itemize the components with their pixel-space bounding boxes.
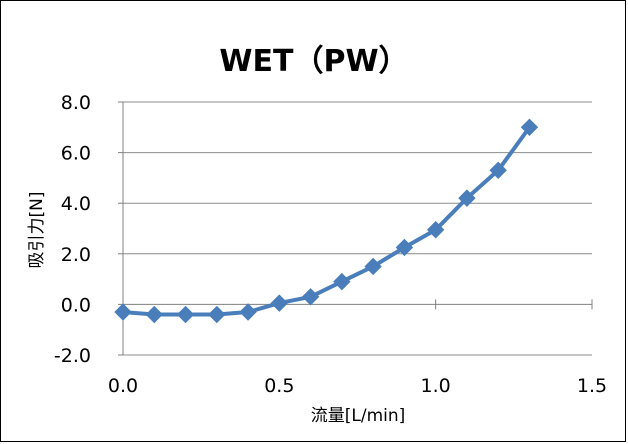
y-tick-label: 6.0 (61, 143, 91, 165)
gridlines (123, 101, 592, 356)
data-point-marker (333, 272, 351, 291)
data-point-marker (145, 305, 163, 324)
series-line (121, 125, 532, 317)
data-point-marker (208, 305, 226, 324)
data-point-marker (176, 305, 195, 324)
data-point-marker (301, 288, 320, 306)
data-point-marker (520, 118, 539, 137)
data-point-marker (364, 257, 382, 276)
y-tick-label: 8.0 (61, 92, 91, 114)
series-layer (114, 118, 539, 324)
x-tick-label: 1.5 (577, 375, 607, 397)
x-tick-label: 1.0 (421, 375, 451, 397)
data-point-marker (458, 189, 476, 207)
data-point-marker (426, 221, 445, 239)
data-point-marker (239, 303, 257, 321)
x-tick-label: 0.5 (264, 375, 294, 397)
x-axis-label: 流量[L/min] (311, 406, 406, 426)
tick-labels: -2.0 0.0 2.0 4.0 6.0 8.0 0.0 0.5 1.0 1.5 (54, 92, 607, 397)
y-axis-label: 吸引力[N] (27, 192, 47, 269)
chart-title: WET（PW） (219, 44, 408, 79)
y-tick-label: 0.0 (61, 294, 91, 316)
y-tick-label: -2.0 (54, 345, 91, 367)
data-point-marker (489, 161, 507, 180)
data-point-marker (395, 238, 414, 257)
y-tick-label: 4.0 (61, 193, 91, 215)
y-tick-label: 2.0 (61, 244, 91, 266)
data-point-marker (270, 294, 289, 312)
x-tick-label: 0.0 (108, 375, 138, 397)
data-point-marker (114, 303, 132, 321)
